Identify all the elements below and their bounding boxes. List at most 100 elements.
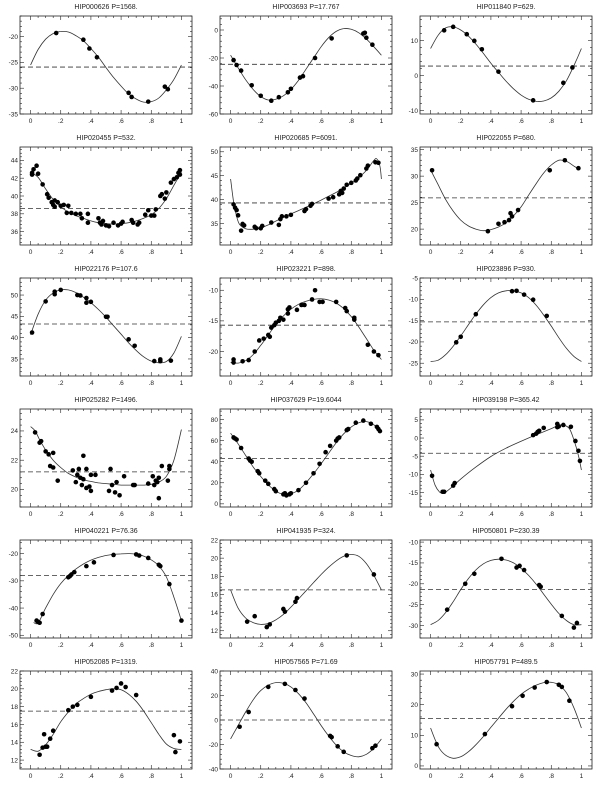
x-tick-label: 0 [429, 511, 433, 518]
y-tick-label: 45 [211, 173, 219, 180]
x-tick-label: 1 [580, 380, 584, 387]
data-point [429, 168, 435, 173]
x-tick-label: 0 [229, 511, 233, 518]
x-tick-label: 0 [229, 642, 233, 649]
data-point [559, 684, 565, 690]
x-tick-label: .8 [549, 511, 555, 518]
x-tick-label: 0 [29, 511, 33, 518]
data-point [317, 461, 322, 467]
data-point [40, 182, 45, 187]
data-point [577, 458, 583, 464]
data-point [78, 293, 83, 298]
data-point [362, 30, 368, 36]
y-tick-label: 14 [11, 740, 19, 747]
y-tick-label: -5 [412, 453, 418, 460]
y-tick-label: 0 [214, 501, 218, 508]
y-tick-label: 22 [11, 668, 19, 675]
data-point [521, 567, 527, 573]
x-tick-label: 0 [29, 773, 33, 780]
panel-title: HIP040221 P=76.36 [74, 528, 137, 535]
plot-frame [219, 277, 393, 377]
data-point [311, 470, 316, 476]
x-tick-label: .6 [518, 380, 524, 387]
y-tick-label: -20 [409, 581, 419, 588]
y-tick-label: 42 [11, 175, 19, 182]
data-point [444, 607, 450, 612]
y-tick-label: -25 [409, 361, 419, 368]
data-point [241, 223, 247, 228]
data-point [462, 581, 468, 587]
y-tick-label: 38 [11, 211, 19, 218]
y-tick-label: -30 [409, 623, 419, 630]
data-point [79, 215, 85, 221]
plot-frame [419, 277, 593, 377]
plot-frame [19, 670, 193, 770]
data-point [345, 426, 351, 432]
x-tick-label: .6 [118, 773, 124, 780]
orbit-fit-curve [430, 558, 582, 626]
data-point [168, 180, 174, 185]
data-point [234, 207, 239, 213]
data-point [165, 86, 171, 92]
data-point [259, 223, 265, 229]
data-point [561, 422, 566, 428]
data-point [114, 685, 119, 691]
data-point [509, 703, 515, 709]
orbit-fit-curve [430, 290, 582, 362]
data-point [452, 480, 458, 486]
rv-panel: HIP057565 P=71.69 0 .2 .4 .6 .8 1 -40 -20 0 20 40 [200, 655, 400, 786]
data-point [576, 448, 581, 454]
x-tick-label: .2 [258, 642, 264, 649]
data-point [273, 488, 279, 494]
data-point [96, 215, 101, 221]
data-point [68, 210, 74, 216]
data-point [303, 480, 309, 486]
data-point [329, 36, 334, 41]
x-tick-label: 1 [180, 511, 184, 518]
x-tick-label: .4 [288, 118, 294, 125]
data-point [145, 555, 151, 561]
data-point [234, 62, 239, 68]
data-point [73, 211, 79, 217]
data-point [288, 212, 294, 218]
y-tick-label: -5 [412, 275, 418, 282]
data-point [61, 202, 67, 208]
x-tick-label: 0 [29, 118, 33, 125]
data-point [132, 343, 137, 349]
data-point [276, 94, 282, 100]
x-tick-label: .8 [349, 773, 355, 780]
y-tick-label: 0 [214, 27, 218, 34]
y-tick-label: -10 [409, 297, 419, 304]
y-tick-label: 35 [411, 147, 419, 154]
data-point [88, 299, 94, 305]
data-point [112, 490, 118, 495]
data-point [85, 220, 91, 226]
data-point [312, 287, 318, 293]
x-tick-label: 1 [180, 249, 184, 256]
y-tick-label: 40 [211, 197, 219, 204]
rv-panel: HIP023896 P=930. 0 .2 .4 .6 .8 1 -25 -20 -15 -10 -5 [400, 262, 600, 393]
panel-title: HIP020455 P=532. [76, 135, 135, 142]
data-point [151, 213, 157, 218]
y-tick-label: -30 [9, 86, 19, 93]
data-point [573, 438, 578, 444]
panel-title: HIP003693 P=17.767 [272, 4, 339, 11]
data-point [496, 221, 501, 227]
data-point [341, 186, 347, 191]
data-point [309, 201, 315, 207]
data-point [371, 572, 377, 577]
x-tick-label: .2 [458, 380, 464, 387]
data-point [327, 443, 333, 449]
data-point [81, 476, 86, 482]
data-point [133, 692, 139, 698]
data-point [358, 172, 363, 178]
data-point [35, 171, 41, 177]
data-point [44, 744, 50, 750]
x-tick-label: .8 [549, 642, 555, 649]
x-tick-label: 1 [380, 511, 384, 518]
y-tick-label: 20 [11, 686, 19, 693]
panel-title: HIP057565 P=71.69 [274, 659, 337, 666]
data-point [50, 465, 56, 470]
y-tick-label: -20 [9, 34, 19, 41]
y-tick-label: -25 [9, 60, 19, 67]
